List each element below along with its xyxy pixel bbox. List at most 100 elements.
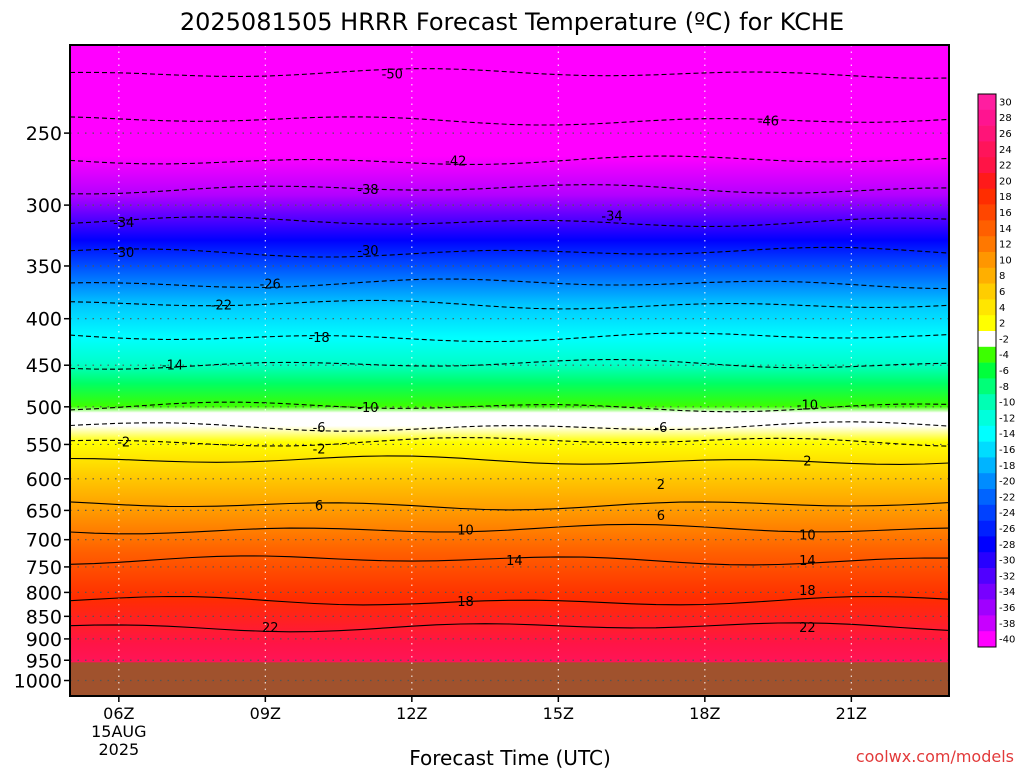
- chart-title: 2025081505 HRRR Forecast Temperature (ºC…: [180, 8, 844, 36]
- colorbar-swatch: [978, 109, 996, 126]
- isotherm-label: 14: [799, 554, 816, 569]
- isotherm-label: 2: [657, 478, 665, 493]
- temperature-field: [70, 45, 949, 696]
- colorbar-label: -18: [999, 461, 1015, 472]
- isotherm-line: [70, 184, 949, 195]
- isotherm-line: [70, 246, 949, 258]
- isotherm-line: [70, 622, 949, 633]
- isotherm-line: [70, 555, 949, 566]
- y-tick-label: 650: [26, 500, 62, 522]
- isotherm-label: -34: [113, 216, 134, 231]
- colorbar-label: -32: [999, 571, 1015, 582]
- isotherm-label: 10: [799, 529, 816, 544]
- y-tick-label: 550: [26, 434, 62, 456]
- y-tick-label: 350: [26, 256, 62, 278]
- colorbar-swatch: [978, 583, 996, 600]
- colorbar-label: -34: [999, 587, 1015, 598]
- x-tick-label: 09Z: [250, 704, 281, 723]
- colorbar-label: 24: [999, 145, 1012, 156]
- isotherm-label: -18: [308, 331, 329, 346]
- colorbar-label: -30: [999, 556, 1015, 567]
- y-tick-label: 750: [26, 557, 62, 579]
- colorbar-swatch: [978, 346, 996, 363]
- y-tick-label: 850: [26, 606, 62, 628]
- colorbar-swatch: [978, 204, 996, 221]
- colorbar-swatch: [978, 283, 996, 300]
- colorbar-swatch: [978, 473, 996, 490]
- x-tick-label: 18Z: [689, 704, 720, 723]
- colorbar-label: -4: [999, 350, 1009, 361]
- isotherm-labels: -50-46-42-38-34 -34-30 -30-26-22-18-14-10-…: [113, 68, 818, 636]
- colorbar-swatch: [978, 94, 996, 111]
- colorbar-label: -26: [999, 524, 1015, 535]
- colorbar-label: 12: [999, 240, 1012, 251]
- isotherm-line: [70, 401, 949, 413]
- x-tick-label: 12Z: [396, 704, 427, 723]
- colorbar-label: -28: [999, 540, 1015, 551]
- isotherm-line: [70, 68, 949, 79]
- colorbar-swatch: [978, 188, 996, 205]
- isotherm-label: -42: [445, 155, 466, 170]
- isotherm-line: [70, 437, 949, 447]
- isotherm-label: 18: [457, 595, 474, 610]
- colorbar-label: -22: [999, 492, 1015, 503]
- colorbar-label: -10: [999, 398, 1015, 409]
- gridlines: [70, 45, 949, 696]
- colorbar-label: -8: [999, 382, 1009, 393]
- x-tick-label: 21Z: [836, 704, 867, 723]
- colorbar-swatch: [978, 615, 996, 632]
- y-tick-label: 450: [26, 355, 62, 377]
- isotherm-line: [70, 358, 949, 370]
- colorbar-swatch: [978, 552, 996, 569]
- isotherm-line: [70, 155, 949, 165]
- colorbar-swatch: [978, 125, 996, 142]
- colorbar-label: 16: [999, 208, 1012, 219]
- isotherm-line: [70, 299, 949, 310]
- colorbar-label: -20: [999, 477, 1015, 488]
- isotherm-label: 6: [657, 509, 665, 524]
- colorbar-label: 10: [999, 255, 1012, 266]
- isotherm-label: -6: [313, 421, 326, 436]
- colorbar-swatch: [978, 425, 996, 442]
- x-tick-date: 15AUG: [91, 722, 146, 741]
- isotherm-lines: [70, 68, 949, 633]
- colorbar-swatch: [978, 331, 996, 348]
- y-tick-label: 1000: [14, 671, 62, 693]
- isotherm-label: 18: [799, 584, 816, 599]
- isotherm-line: [70, 332, 949, 343]
- colorbar-label: 14: [999, 224, 1012, 235]
- isotherm-label: -46: [758, 114, 779, 129]
- y-tick-label: 700: [26, 530, 62, 552]
- x-tick-label: 15Z: [543, 704, 574, 723]
- isotherm-label: 10: [457, 523, 474, 538]
- isotherm-label: -26: [260, 278, 281, 293]
- x-axis-title: Forecast Time (UTC): [409, 746, 611, 768]
- colorbar-label: -12: [999, 413, 1015, 424]
- y-tick-label: 900: [26, 629, 62, 651]
- plot-frame: [69, 44, 950, 697]
- x-tick-label: 06Z: [103, 704, 134, 723]
- colorbar-swatch: [978, 173, 996, 190]
- y-tick-label: 600: [26, 469, 62, 491]
- colorbar-label: -40: [999, 635, 1015, 646]
- colorbar-swatch: [978, 252, 996, 269]
- colorbar-swatch: [978, 157, 996, 174]
- isotherm-line: [70, 523, 949, 535]
- colorbar-label: -2: [999, 334, 1009, 345]
- isotherm-label: -38: [357, 183, 378, 198]
- colorbar-label: 2: [999, 319, 1005, 330]
- isotherm-label: 22: [262, 621, 279, 636]
- isotherm-label: 2: [803, 455, 811, 470]
- y-tick-label: 400: [26, 309, 62, 331]
- colorbar-swatch: [978, 362, 996, 379]
- isotherm-label: 14: [506, 554, 523, 569]
- colorbar-label: 28: [999, 113, 1012, 124]
- colorbar-label: 22: [999, 161, 1012, 172]
- y-tick-label: 800: [26, 582, 62, 604]
- colorbar-swatch: [978, 504, 996, 521]
- isotherm-line: [70, 501, 949, 511]
- isotherm-label: -14: [162, 358, 183, 373]
- isotherm-label: 22: [799, 621, 816, 636]
- colorbar-label: 4: [999, 303, 1005, 314]
